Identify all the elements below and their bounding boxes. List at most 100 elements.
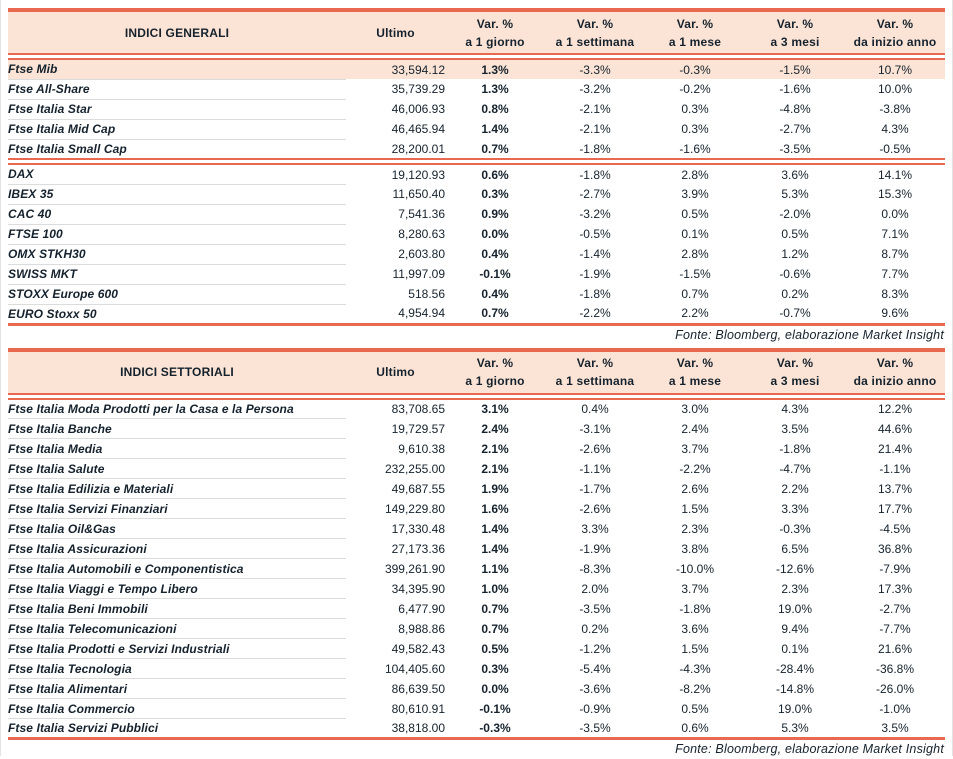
var-ytd-value: -4.5% bbox=[879, 521, 911, 536]
var-1d-value: 0.6% bbox=[481, 167, 509, 182]
var-1w-value: -1.8% bbox=[579, 167, 611, 182]
var-1w-value: -1.4% bbox=[579, 247, 611, 261]
group-divider-double-rule bbox=[8, 158, 945, 165]
var-1d-value: 0.7% bbox=[481, 621, 509, 636]
ultimo-value: 17,330.48 bbox=[391, 521, 445, 536]
table-row: SWISS MKT 11,997.09 -0.1% -1.9% -1.5% -0… bbox=[8, 264, 945, 285]
var-1m-value: -0.2% bbox=[679, 82, 711, 96]
var-3m-value: -0.3% bbox=[779, 521, 811, 536]
var-1m-value: -1.5% bbox=[679, 267, 711, 281]
var-1w-value: -3.2% bbox=[579, 207, 611, 221]
general-indices-table: INDICI GENERALI Ultimo Var. % a 1 giorno… bbox=[8, 8, 945, 326]
column-header-var-1w: Var. % a 1 settimana bbox=[545, 349, 645, 394]
ultimo-value: 33,594.12 bbox=[346, 59, 445, 79]
ultimo-value: 86,639.50 bbox=[391, 681, 445, 696]
var-3m-value: -3.5% bbox=[779, 141, 811, 156]
index-name: Ftse Italia Small Cap bbox=[8, 141, 127, 156]
source-note: Fonte: Bloomberg, elaborazione Market In… bbox=[675, 327, 944, 342]
ultimo-value: 11,650.40 bbox=[392, 187, 446, 201]
var-1m-value: 2.8% bbox=[681, 247, 709, 261]
sector-indices-group: Ftse Italia Moda Prodotti per la Casa e … bbox=[8, 398, 945, 739]
var-ytd-value: 3.5% bbox=[881, 720, 909, 735]
index-name: IBEX 35 bbox=[8, 184, 346, 205]
var-3m-value: -1.8% bbox=[779, 441, 811, 456]
var-1m-value: 0.7% bbox=[681, 287, 709, 301]
var-3m-value: 5.3% bbox=[781, 187, 809, 201]
var-1d-value: 1.0% bbox=[481, 581, 509, 596]
var-1d-value: 2.1% bbox=[481, 461, 509, 476]
var-ytd-value: 44.6% bbox=[877, 421, 913, 436]
var-1w-value: -3.2% bbox=[579, 82, 611, 96]
index-name: Ftse Italia Beni Immobili bbox=[8, 598, 346, 619]
var-1w-value: -8.3% bbox=[579, 561, 611, 576]
var-1d-value: 0.8% bbox=[481, 102, 509, 116]
ultimo-value: 19,729.57 bbox=[391, 421, 445, 436]
var-1w-value: -2.2% bbox=[579, 306, 611, 321]
var-3m-value: -1.6% bbox=[779, 82, 811, 96]
var-1d-value: 0.4% bbox=[481, 247, 509, 261]
ultimo-value: 19,120.93 bbox=[391, 167, 445, 182]
table-row: Ftse All-Share 35,739.29 1.3% -3.2% -0.2… bbox=[8, 79, 945, 100]
var-1w-value: -2.1% bbox=[579, 102, 611, 116]
var-3m-value: 19.0% bbox=[777, 601, 813, 616]
var-1m-value: 2.4% bbox=[681, 421, 709, 436]
var-ytd-value: 17.3% bbox=[877, 581, 913, 596]
index-name: OMX STKH30 bbox=[8, 244, 346, 265]
index-name: STOXX Europe 600 bbox=[8, 284, 346, 305]
var-3m-value: -4.8% bbox=[779, 102, 811, 116]
var-1m-value: 2.8% bbox=[681, 167, 709, 182]
var-1d-value: 3.1% bbox=[481, 402, 509, 416]
var-3m-value: 19.0% bbox=[777, 701, 813, 716]
var-3m-value: 2.2% bbox=[781, 481, 809, 496]
var-1w-value: -3.1% bbox=[579, 421, 611, 436]
var-ytd-value: -36.8% bbox=[875, 661, 915, 676]
index-name: Ftse Italia Automobili e Componentistica bbox=[8, 558, 346, 579]
var-ytd-value: -2.7% bbox=[879, 601, 911, 616]
var-3m-value: 5.3% bbox=[781, 720, 809, 735]
general-table-title: INDICI GENERALI bbox=[8, 10, 346, 54]
table-row: OMX STKH30 2,603.80 0.4% -1.4% 2.8% 1.2%… bbox=[8, 244, 945, 265]
var-3m-value: 3.5% bbox=[781, 421, 809, 436]
var-ytd-value: -3.8% bbox=[879, 102, 911, 116]
column-header-var-1w: Var. % a 1 settimana bbox=[545, 10, 645, 54]
var-3m-value: -1.5% bbox=[745, 59, 845, 79]
var-ytd-value: 21.4% bbox=[877, 441, 913, 456]
var-1d-value: 2.4% bbox=[481, 421, 509, 436]
var-ytd-value: 7.1% bbox=[881, 227, 909, 241]
var-1d-value: 0.9% bbox=[481, 207, 509, 221]
column-header-var-ytd: Var. % da inizio anno bbox=[845, 349, 945, 394]
column-header-ultimo: Ultimo bbox=[346, 349, 445, 394]
table-row: Ftse Mib 33,594.12 1.3% -3.3% -0.3% -1.5… bbox=[8, 59, 945, 80]
var-3m-value: -0.6% bbox=[779, 267, 811, 281]
sector-table-title: INDICI SETTORIALI bbox=[8, 349, 346, 394]
var-1m-value: 0.5% bbox=[681, 207, 709, 221]
var-ytd-value: 8.7% bbox=[881, 247, 909, 261]
var-1w-value: -3.5% bbox=[579, 601, 611, 616]
ultimo-value: 28,200.01 bbox=[391, 141, 445, 156]
index-name: CAC 40 bbox=[8, 204, 346, 225]
var-1d-value: -0.3% bbox=[479, 720, 511, 735]
var-ytd-value: 15.3% bbox=[877, 187, 913, 201]
var-1w-value: -0.5% bbox=[579, 227, 611, 241]
var-3m-value: 1.2% bbox=[781, 247, 809, 261]
var-ytd-value: -0.5% bbox=[879, 141, 911, 156]
table-row: Ftse Italia Small Cap 28,200.01 0.7% -1.… bbox=[8, 139, 945, 159]
var-ytd-value: -26.0% bbox=[875, 681, 915, 696]
header-double-rule bbox=[8, 53, 945, 60]
var-1m-value: 3.0% bbox=[681, 402, 709, 416]
index-name: Ftse Italia Edilizia e Materiali bbox=[8, 478, 346, 499]
index-name: Ftse Italia Tecnologia bbox=[8, 658, 346, 679]
table-row: EURO Stoxx 50 4,954.94 0.7% -2.2% 2.2% -… bbox=[8, 304, 945, 324]
table-row: Ftse Italia Beni Immobili 6,477.90 0.7% … bbox=[8, 598, 945, 619]
var-3m-value: 4.3% bbox=[781, 402, 809, 416]
var-3m-value: -2.7% bbox=[779, 122, 811, 136]
table-row: FTSE 100 8,280.63 0.0% -0.5% 0.1% 0.5% 7… bbox=[8, 224, 945, 245]
table-row: Ftse Italia Telecomunicazioni 8,988.86 0… bbox=[8, 618, 945, 639]
var-ytd-value: 7.7% bbox=[881, 267, 909, 281]
var-1w-value: -3.5% bbox=[579, 720, 611, 735]
var-1m-value: 0.5% bbox=[681, 701, 709, 716]
table-row: Ftse Italia Automobili e Componentistica… bbox=[8, 558, 945, 579]
ultimo-value: 399,261.90 bbox=[384, 561, 445, 576]
var-1w-value: -1.9% bbox=[579, 541, 611, 556]
